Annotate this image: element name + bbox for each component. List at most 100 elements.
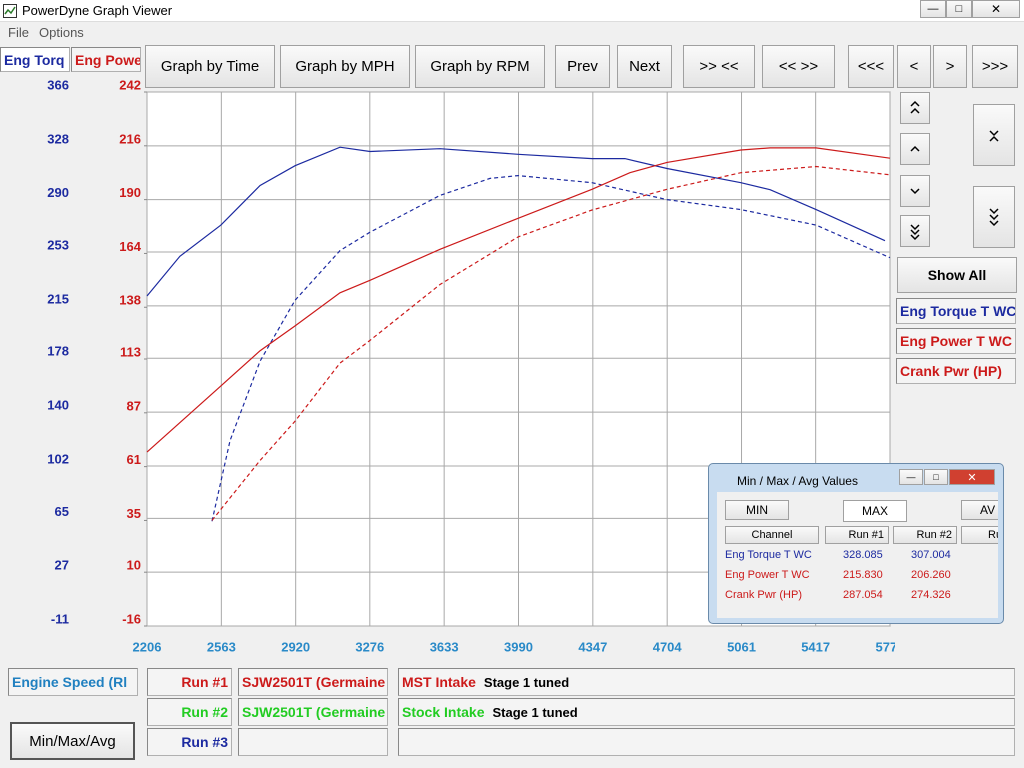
x-tick-label: 5774: [876, 639, 895, 654]
scroll-up-button[interactable]: [900, 133, 930, 165]
x-tick-label: 3276: [355, 639, 384, 654]
column-header: Run #1: [825, 526, 889, 544]
toolbar-button[interactable]: Prev: [555, 45, 610, 88]
y2-tick-label: 87: [127, 398, 141, 413]
axis-tab[interactable]: Eng Powe: [71, 47, 141, 72]
run-tune: Stage 1 tuned: [483, 674, 570, 690]
row-value: 287.054: [843, 589, 883, 601]
maximize-button[interactable]: □: [946, 0, 972, 18]
toolbar-button[interactable]: Graph by RPM: [415, 45, 545, 88]
run-intake: Stock Intake: [402, 704, 485, 720]
series-line: [211, 165, 891, 521]
row-channel: Crank Pwr (HP): [725, 589, 803, 601]
toolbar-button[interactable]: Graph by Time: [145, 45, 275, 88]
x-channel[interactable]: Engine Speed (Rl: [8, 668, 138, 696]
run-tune: Stage 1 tuned: [492, 704, 578, 720]
run-vehicle: SJW2501T (Germaine: [238, 668, 388, 696]
y-tick-label: 290: [47, 185, 69, 200]
min-button[interactable]: MIN: [725, 500, 789, 520]
max-button[interactable]: MAX: [843, 500, 907, 522]
y2-tick-label: 35: [127, 506, 141, 521]
run-description: Stock Intake Stage 1 tuned: [398, 698, 1015, 726]
title-bar: PowerDyne Graph Viewer — □ ✕: [0, 0, 1024, 22]
series-line: [146, 147, 891, 453]
y-tick-label: -11: [51, 611, 69, 626]
toolbar-button[interactable]: <<<: [848, 45, 894, 88]
y-tick-label: 328: [47, 131, 69, 146]
toolbar-button[interactable]: >: [933, 45, 967, 88]
scroll-bottom-button[interactable]: [900, 215, 930, 247]
channel-legend[interactable]: Eng Torque T WC: [896, 298, 1016, 324]
menu-bar: File Options: [0, 22, 1024, 42]
y-tick-label: 27: [55, 558, 69, 573]
run-vehicle: [238, 728, 388, 756]
row-value: 328.085: [843, 549, 883, 561]
x-tick-label: 3990: [504, 639, 533, 654]
avg-button[interactable]: AV: [961, 500, 998, 520]
run-vehicle: SJW2501T (Germaine: [238, 698, 388, 726]
channel-legend[interactable]: Crank Pwr (HP): [896, 358, 1016, 384]
axis-tab[interactable]: Eng Torq: [0, 47, 70, 72]
minimize-button[interactable]: —: [920, 0, 946, 18]
row-value: 206.260: [911, 569, 951, 581]
x-tick-label: 2920: [281, 639, 310, 654]
menu-item[interactable]: Options: [39, 25, 84, 40]
zoom-in-button[interactable]: [973, 104, 1015, 166]
y2-tick-label: 10: [127, 558, 141, 573]
scroll-top-button[interactable]: [900, 92, 930, 124]
menu-item[interactable]: File: [8, 25, 29, 40]
dialog-maximize[interactable]: □: [924, 469, 948, 485]
y2-tick-label: 113: [120, 344, 141, 359]
toolbar-button[interactable]: << >>: [762, 45, 835, 88]
row-value: 274.326: [911, 589, 951, 601]
y2-tick-label: 61: [127, 452, 141, 467]
x-tick-label: 2206: [133, 639, 162, 654]
run-label: Run #3: [147, 728, 232, 756]
close-button[interactable]: ✕: [972, 0, 1020, 18]
y2-tick-label: 216: [119, 131, 141, 146]
toolbar-button[interactable]: Graph by MPH: [280, 45, 410, 88]
column-header: Channel: [725, 526, 819, 544]
channel-legend[interactable]: Eng Power T WC: [896, 328, 1016, 354]
minmax-dialog: Min / Max / Avg Values — □ ✕ MIN MAX AV …: [708, 463, 1004, 624]
run-description: MST Intake Stage 1 tuned: [398, 668, 1015, 696]
x-tick-label: 5061: [727, 639, 756, 654]
y-tick-label: 215: [47, 291, 69, 306]
dialog-body: MIN MAX AV Channel Run #1 Run #2 Ru Eng …: [717, 492, 998, 618]
run-label: Run #2: [147, 698, 232, 726]
x-tick-label: 5417: [801, 639, 830, 654]
x-tick-label: 3633: [430, 639, 459, 654]
y2-tick-label: -16: [122, 611, 141, 626]
toolbar-button[interactable]: <: [897, 45, 931, 88]
dialog-close[interactable]: ✕: [949, 469, 995, 485]
dialog-minimize[interactable]: —: [899, 469, 923, 485]
show-all-button[interactable]: Show All: [897, 257, 1017, 293]
row-value: 307.004: [911, 549, 951, 561]
y2-tick-label: 190: [119, 185, 141, 200]
y-tick-label: 102: [47, 451, 69, 466]
row-value: 215.830: [843, 569, 883, 581]
y2-tick-label: 242: [119, 77, 141, 92]
minmax-button[interactable]: Min/Max/Avg: [10, 722, 135, 760]
y2-tick-label: 164: [119, 239, 141, 254]
row-channel: Eng Torque T WC: [725, 549, 812, 561]
x-tick-label: 2563: [207, 639, 236, 654]
dialog-title: Min / Max / Avg Values: [737, 474, 858, 488]
row-channel: Eng Power T WC: [725, 569, 810, 581]
y-tick-label: 253: [47, 237, 69, 252]
zoom-out-button[interactable]: [973, 186, 1015, 248]
toolbar-button[interactable]: >> <<: [683, 45, 755, 88]
toolbar-button[interactable]: Next: [617, 45, 672, 88]
toolbar-button[interactable]: >>>: [972, 45, 1018, 88]
y-tick-label: 140: [47, 398, 69, 413]
run-intake: MST Intake: [402, 674, 476, 690]
y2-tick-label: 138: [119, 293, 141, 308]
y-tick-label: 178: [47, 344, 69, 359]
scroll-down-button[interactable]: [900, 175, 930, 207]
run-description: [398, 728, 1015, 756]
x-tick-label: 4704: [653, 639, 683, 654]
series-line: [146, 146, 886, 297]
y-tick-label: 65: [55, 504, 69, 519]
column-header: Ru: [961, 526, 998, 544]
